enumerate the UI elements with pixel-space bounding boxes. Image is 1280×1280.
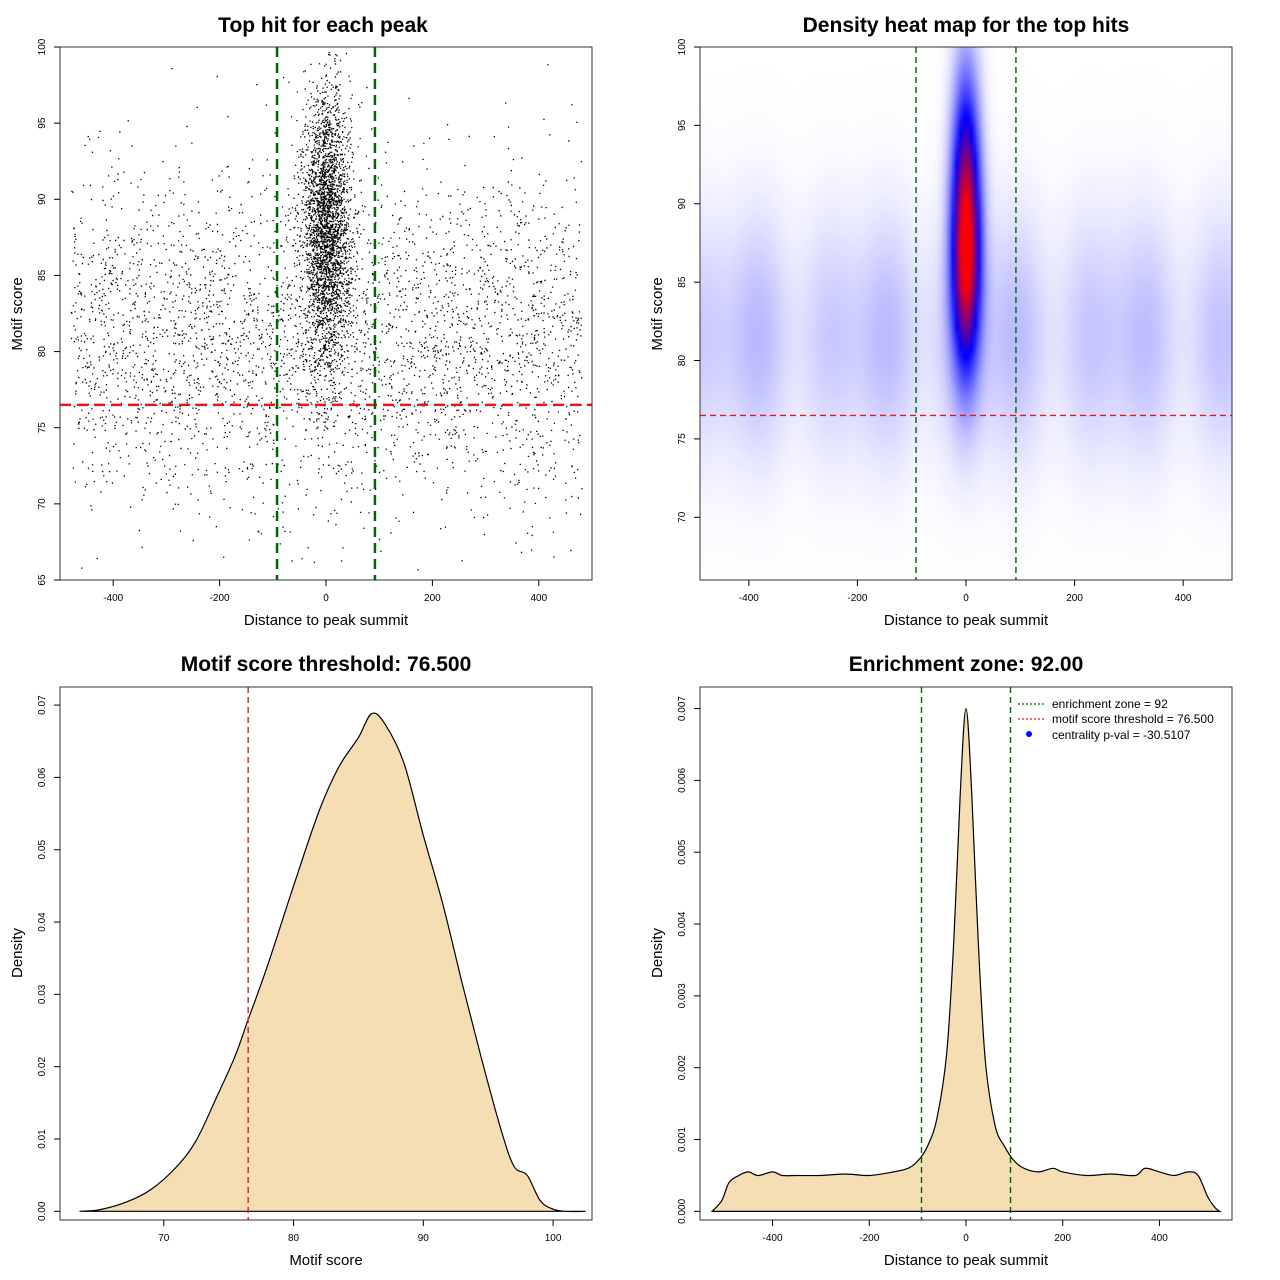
x-tick-label: 400	[1175, 593, 1192, 604]
y-tick-label: 85	[677, 276, 688, 288]
scatter-y-label: Motif score	[9, 277, 26, 350]
x-tick-label: 200	[1066, 593, 1083, 604]
x-tick-label: -400	[739, 593, 759, 604]
scatter-points	[70, 52, 583, 571]
y-tick-label: 65	[37, 574, 48, 586]
y-tick-label: 0.04	[37, 912, 48, 932]
score-density-title: Motif score threshold: 76.500	[181, 653, 472, 676]
y-tick-label: 0.004	[677, 911, 688, 936]
heatmap-x-label: Distance to peak summit	[884, 612, 1049, 629]
y-tick-label: 0.07	[37, 695, 48, 715]
x-tick-label: 0	[963, 593, 969, 604]
y-tick-label: 0.001	[677, 1127, 688, 1152]
y-tick-label: 80	[677, 355, 688, 367]
heatmap-x-axis: -400 -200 0 200 400	[739, 580, 1192, 604]
x-tick-label: 400	[1151, 1233, 1168, 1244]
scatter-panel: Top hit for each peak -400 -200 0 200 400 65…	[9, 14, 593, 629]
y-tick-label: 80	[37, 346, 48, 358]
x-tick-label: 0	[323, 593, 329, 604]
y-tick-label: 90	[37, 193, 48, 205]
x-tick-label: 400	[530, 593, 547, 604]
y-tick-label: 0.005	[677, 839, 688, 864]
y-tick-label: 0.000	[677, 1198, 688, 1223]
scatter-y-axis: 65 70 75 80 85 90 95 100	[37, 38, 60, 586]
heatmap-y-label: Motif score	[649, 277, 666, 350]
distance-density-x-axis: -400 -200 0 200 400	[763, 1220, 1168, 1244]
scatter-point-cloud	[70, 52, 583, 571]
x-tick-label: 200	[1054, 1233, 1071, 1244]
y-tick-label: 100	[677, 38, 688, 55]
score-density-panel: Motif score threshold: 76.500 70 80 90 100 …	[9, 653, 593, 1269]
y-tick-label: 95	[677, 119, 688, 131]
heatmap-density	[700, 47, 1232, 580]
y-tick-label: 70	[37, 498, 48, 510]
heatmap-panel: Density heat map for the top hits -400 -2…	[649, 14, 1233, 629]
y-tick-label: 100	[37, 38, 48, 55]
score-density-plot-frame	[59, 686, 593, 1221]
score-density-y-axis: 0.00 0.01 0.02 0.03 0.04 0.05 0.06 0.07	[37, 695, 60, 1221]
distance-density-area	[710, 707, 1222, 1212]
legend-swatch-centrality	[1026, 731, 1032, 737]
scatter-title: Top hit for each peak	[218, 14, 428, 37]
scatter-x-axis: -400 -200 0 200 400	[103, 580, 548, 604]
x-tick-label: 90	[418, 1233, 430, 1244]
heatmap-title: Density heat map for the top hits	[803, 14, 1130, 37]
score-density-y-label: Density	[9, 927, 26, 978]
y-tick-label: 95	[37, 117, 48, 129]
x-tick-label: 80	[288, 1233, 300, 1244]
score-density-x-label: Motif score	[289, 1252, 362, 1269]
y-tick-label: 75	[677, 433, 688, 445]
x-tick-label: -200	[210, 593, 230, 604]
y-tick-label: 85	[37, 269, 48, 281]
y-tick-label: 0.003	[677, 983, 688, 1008]
y-tick-label: 0.007	[677, 696, 688, 721]
y-tick-label: 0.05	[37, 840, 48, 860]
y-tick-label: 90	[677, 198, 688, 210]
legend-enrichment-zone: enrichment zone = 92	[1052, 697, 1168, 711]
x-tick-label: 70	[158, 1233, 170, 1244]
score-density-area	[79, 712, 586, 1213]
distance-density-x-label: Distance to peak summit	[884, 1252, 1049, 1269]
legend-centrality-pval: centrality p-val = -30.5107	[1052, 728, 1191, 742]
y-tick-label: 0.01	[37, 1129, 48, 1149]
x-tick-label: 200	[424, 593, 441, 604]
y-tick-label: 0.03	[37, 984, 48, 1004]
scatter-x-label: Distance to peak summit	[244, 612, 409, 629]
distance-density-title: Enrichment zone: 92.00	[849, 653, 1084, 676]
x-tick-label: -200	[859, 1233, 879, 1244]
heatmap-y-axis: 70 75 80 85 90 95 100	[677, 38, 700, 523]
y-tick-label: 75	[37, 422, 48, 434]
x-tick-label: 100	[545, 1233, 562, 1244]
y-tick-label: 0.06	[37, 767, 48, 787]
x-tick-label: -400	[763, 1233, 783, 1244]
score-density-x-axis: 70 80 90 100	[158, 1220, 562, 1244]
y-tick-label: 0.006	[677, 767, 688, 792]
x-tick-label: -200	[847, 593, 867, 604]
legend-motif-threshold: motif score threshold = 76.500	[1052, 712, 1214, 726]
y-tick-label: 0.00	[37, 1201, 48, 1221]
y-tick-label: 0.002	[677, 1055, 688, 1080]
y-tick-label: 0.02	[37, 1057, 48, 1077]
x-tick-label: 0	[963, 1233, 969, 1244]
legend: enrichment zone = 92 motif score thresho…	[1018, 697, 1214, 742]
distance-density-y-label: Density	[649, 927, 666, 978]
distance-density-panel: Enrichment zone: 92.00 -400 -200 0 200 400 0…	[649, 653, 1233, 1269]
heatmap-image	[700, 47, 1232, 580]
x-tick-label: -400	[103, 593, 123, 604]
distance-density-y-axis: 0.000 0.001 0.002 0.003 0.004 0.005 0.006 0.007	[677, 696, 700, 1224]
y-tick-label: 70	[677, 511, 688, 523]
